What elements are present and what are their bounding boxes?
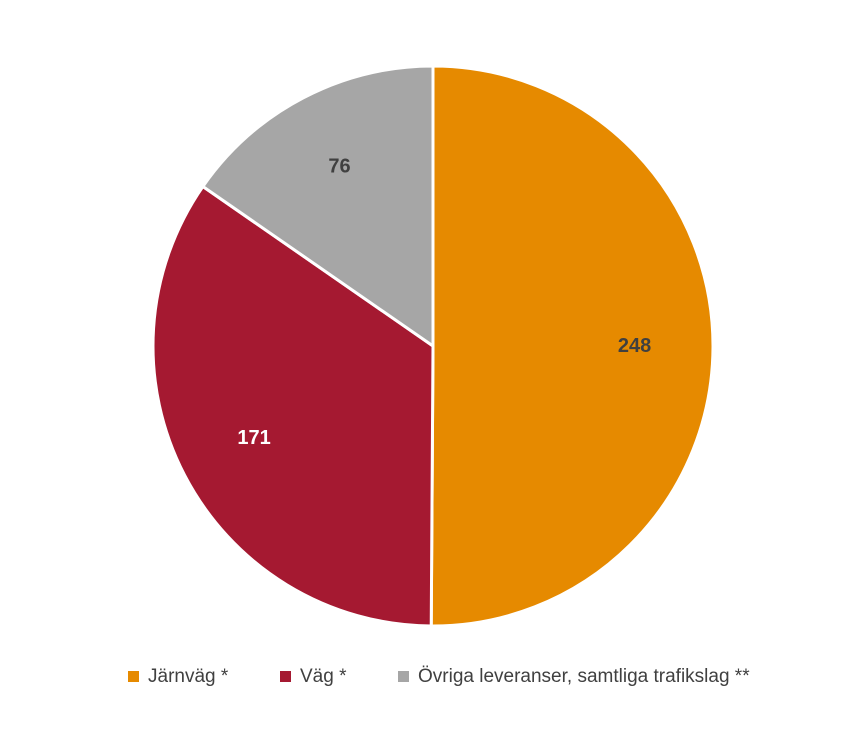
pie-slice xyxy=(200,64,435,349)
legend-swatch xyxy=(280,671,291,682)
data-label: 171 xyxy=(237,427,270,449)
legend-label: Övriga leveranser, samtliga trafikslag *… xyxy=(418,666,750,687)
legend-label: Järnväg * xyxy=(148,666,229,687)
legend-swatch xyxy=(128,671,139,682)
data-label: 248 xyxy=(618,335,651,357)
data-label: 76 xyxy=(328,156,350,178)
pie-slice xyxy=(429,64,715,628)
legend-swatch xyxy=(398,671,409,682)
legend-label: Väg * xyxy=(300,666,347,687)
pie-slice xyxy=(151,184,435,628)
